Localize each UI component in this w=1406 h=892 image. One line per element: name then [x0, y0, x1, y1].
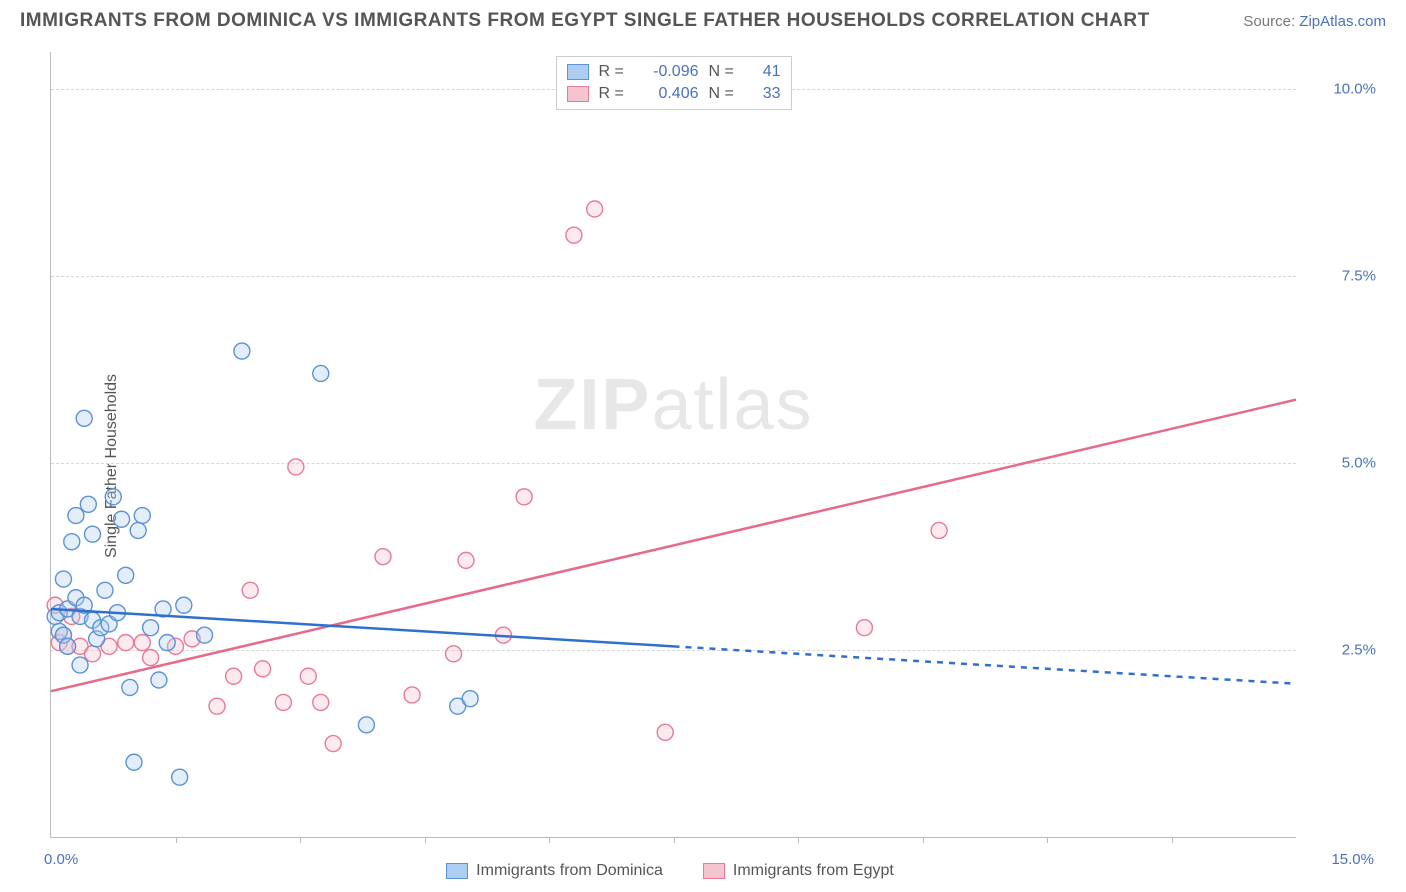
x-tick [300, 837, 301, 843]
point-egypt [566, 227, 582, 243]
series-legend: Immigrants from Dominica Immigrants from… [44, 862, 1296, 880]
point-dominica [72, 657, 88, 673]
stats-legend-row: R = 0.406 N = 33 [567, 83, 781, 105]
legend-item: Immigrants from Egypt [703, 862, 894, 880]
point-egypt [516, 489, 532, 505]
point-dominica [197, 627, 213, 643]
swatch-blue-icon [567, 64, 589, 80]
chart-title: IMMIGRANTS FROM DOMINICA VS IMMIGRANTS F… [20, 10, 1150, 32]
r-value: -0.096 [643, 61, 699, 83]
x-tick [674, 837, 675, 843]
point-dominica [234, 343, 250, 359]
legend-label: Immigrants from Dominica [476, 862, 663, 880]
point-dominica [76, 410, 92, 426]
point-dominica [97, 582, 113, 598]
stats-legend: R = -0.096 N = 41 R = 0.406 N = 33 [556, 56, 792, 110]
point-dominica [122, 679, 138, 695]
point-dominica [60, 638, 76, 654]
legend-label: Immigrants from Egypt [733, 862, 894, 880]
n-value: 41 [753, 61, 781, 83]
point-egypt [404, 687, 420, 703]
source-label: Source: ZipAtlas.com [1243, 13, 1386, 30]
n-label: N = [709, 61, 743, 83]
point-dominica [80, 496, 96, 512]
swatch-blue-icon [446, 863, 468, 879]
point-dominica [176, 597, 192, 613]
point-dominica [143, 620, 159, 636]
y-tick-label: 2.5% [1306, 642, 1376, 659]
point-dominica [118, 567, 134, 583]
x-tick [176, 837, 177, 843]
point-egypt [446, 646, 462, 662]
point-dominica [172, 769, 188, 785]
plot-area: ZIPatlas R = -0.096 N = 41 R = 0.406 N =… [50, 52, 1296, 838]
point-dominica [151, 672, 167, 688]
r-value: 0.406 [643, 83, 699, 105]
point-egypt [657, 724, 673, 740]
x-tick [923, 837, 924, 843]
point-dominica [462, 691, 478, 707]
point-egypt [375, 549, 391, 565]
r-label: R = [599, 83, 633, 105]
point-dominica [114, 511, 130, 527]
n-label: N = [709, 83, 743, 105]
point-dominica [85, 526, 101, 542]
point-egypt [134, 635, 150, 651]
regression-line-dominica-extrapolated [674, 646, 1297, 683]
chart-container: Single Father Households ZIPatlas R = -0… [44, 52, 1386, 880]
point-dominica [126, 754, 142, 770]
y-tick-label: 10.0% [1306, 81, 1376, 98]
point-egypt [325, 736, 341, 752]
point-egypt [856, 620, 872, 636]
x-axis-max: 15.0% [1331, 851, 1374, 868]
y-tick-label: 5.0% [1306, 455, 1376, 472]
point-dominica [55, 571, 71, 587]
point-egypt [931, 522, 947, 538]
n-value: 33 [753, 83, 781, 105]
stats-legend-row: R = -0.096 N = 41 [567, 61, 781, 83]
point-egypt [458, 552, 474, 568]
legend-item: Immigrants from Dominica [446, 862, 663, 880]
point-egypt [288, 459, 304, 475]
point-egypt [209, 698, 225, 714]
source-prefix: Source: [1243, 13, 1299, 30]
r-label: R = [599, 61, 633, 83]
point-egypt [313, 694, 329, 710]
scatter-svg [51, 52, 1296, 837]
x-tick [798, 837, 799, 843]
point-dominica [134, 508, 150, 524]
point-egypt [587, 201, 603, 217]
x-tick [425, 837, 426, 843]
point-dominica [68, 508, 84, 524]
point-egypt [300, 668, 316, 684]
point-dominica [105, 489, 121, 505]
point-dominica [313, 365, 329, 381]
swatch-pink-icon [703, 863, 725, 879]
point-dominica [64, 534, 80, 550]
point-dominica [130, 522, 146, 538]
point-egypt [85, 646, 101, 662]
point-dominica [159, 635, 175, 651]
x-tick [1172, 837, 1173, 843]
swatch-pink-icon [567, 86, 589, 102]
point-egypt [242, 582, 258, 598]
point-dominica [358, 717, 374, 733]
y-tick-label: 7.5% [1306, 268, 1376, 285]
x-tick [1047, 837, 1048, 843]
point-egypt [143, 650, 159, 666]
point-egypt [118, 635, 134, 651]
point-egypt [275, 694, 291, 710]
point-egypt [255, 661, 271, 677]
point-egypt [226, 668, 242, 684]
x-tick [549, 837, 550, 843]
source-link[interactable]: ZipAtlas.com [1299, 13, 1386, 30]
